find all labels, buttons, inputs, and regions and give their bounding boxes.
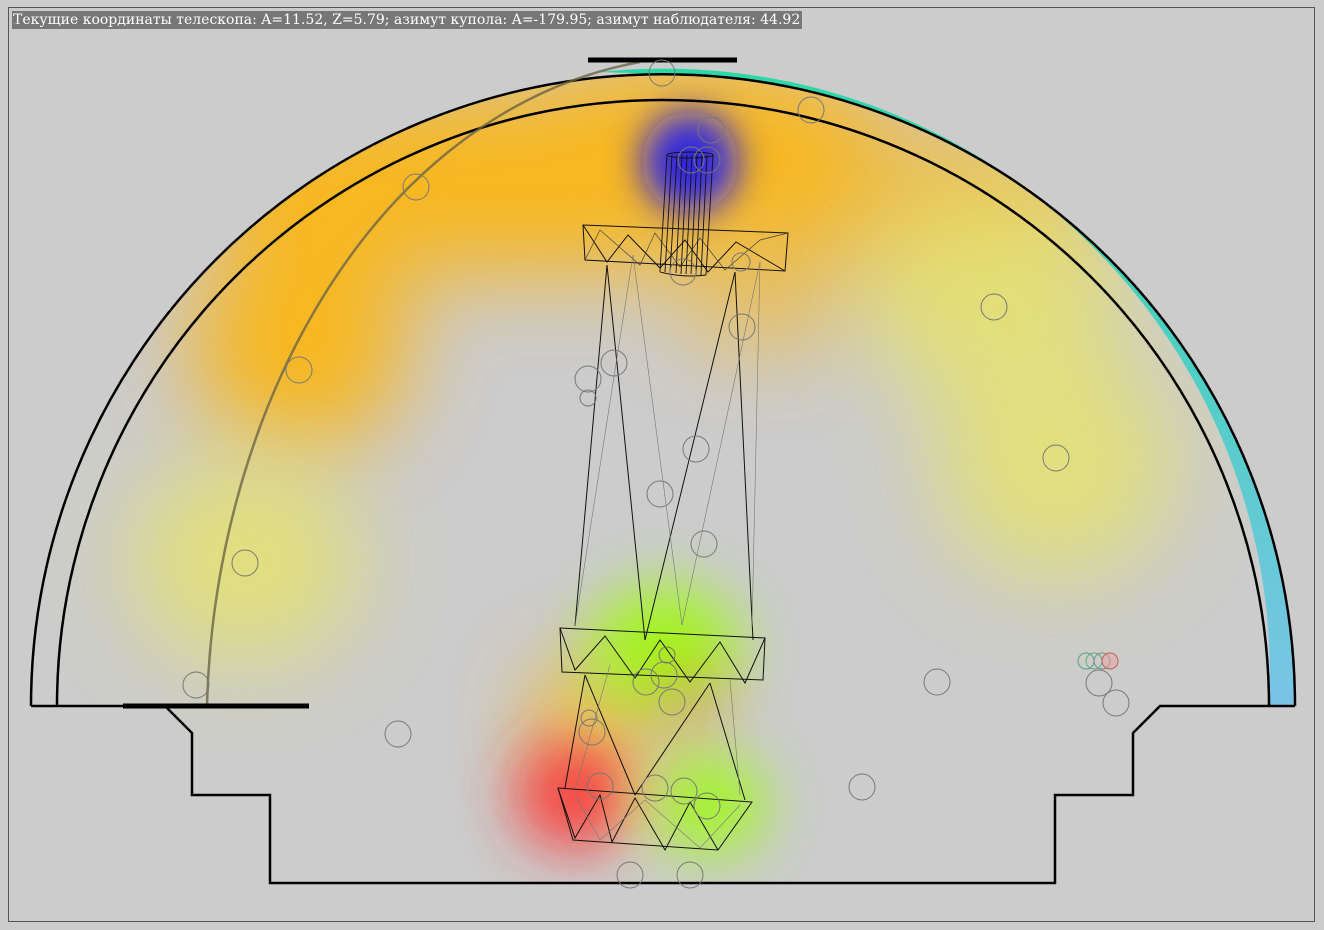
- shutter-arc: [205, 60, 641, 707]
- sensor-circle-icon[interactable]: [616, 861, 644, 889]
- sensor-circle-icon[interactable]: [579, 389, 597, 407]
- sensor-circle-icon[interactable]: [1085, 669, 1113, 697]
- telescope-wireframe-icon: [557, 151, 789, 852]
- heat-blob-red-small: [650, 665, 730, 735]
- sensor-circle-icon[interactable]: [797, 96, 825, 124]
- sensor-circle-icon[interactable]: [580, 709, 598, 727]
- sensor-circle-icon[interactable]: [384, 720, 412, 748]
- sensor-circle-icon[interactable]: [650, 661, 678, 689]
- sensor-circle-icon[interactable]: [231, 549, 259, 577]
- sensor-cluster: [1077, 652, 1119, 670]
- sensor-circle-icon[interactable]: [578, 718, 606, 746]
- telescope-status-label: Текущие координаты телескопа: A=11.52, Z…: [12, 11, 803, 29]
- sensor-circle-icon[interactable]: [923, 668, 951, 696]
- sensor-circle-icon[interactable]: [690, 530, 718, 558]
- sensor-circle-icon[interactable]: [728, 313, 756, 341]
- sensor-circle-icon[interactable]: [682, 435, 710, 463]
- sensor-circle-icon[interactable]: [676, 861, 704, 889]
- sensor-circle-icon[interactable]: [693, 792, 721, 820]
- sensor-circle-icon[interactable]: [980, 293, 1008, 321]
- sensor-circle-icon[interactable]: [600, 349, 628, 377]
- heat-blob-green-lower: [655, 755, 765, 855]
- sensor-circle-icon[interactable]: [1042, 444, 1070, 472]
- sensor-circle-icon[interactable]: [285, 356, 313, 384]
- sensor-circle-icon[interactable]: [658, 646, 676, 664]
- heat-yellow-group: [130, 190, 1175, 665]
- heat-blob-far-left: [130, 455, 360, 665]
- sensor-circle-icon[interactable]: [731, 252, 751, 272]
- sensor-circle-icon[interactable]: [669, 258, 697, 286]
- dome-outline: [29, 72, 1297, 885]
- sensor-circle-icon[interactable]: [697, 116, 725, 144]
- sensor-circle-icon[interactable]: [586, 772, 614, 800]
- heat-cold-group: [642, 112, 738, 212]
- sensor-circle-icon[interactable]: [402, 173, 430, 201]
- sensor-circle-icon[interactable]: [677, 146, 705, 174]
- heat-blob-left: [190, 230, 410, 450]
- sensor-circle-icon[interactable]: [693, 146, 721, 174]
- sensor-circle-icon[interactable]: [670, 777, 698, 805]
- sensor-circle-icon[interactable]: [574, 365, 602, 393]
- heat-blob-right-lower: [935, 340, 1175, 580]
- sensor-circle-icon[interactable]: [641, 774, 669, 802]
- sensor-circle-icon[interactable]: [1101, 652, 1119, 670]
- sensor-circle-icon[interactable]: [1102, 689, 1130, 717]
- sensor-circle-icon[interactable]: [646, 480, 674, 508]
- sensor-circle-icon[interactable]: [632, 668, 660, 696]
- heatmap-layer: [130, 74, 1175, 855]
- sensor-circle-icon[interactable]: [848, 773, 876, 801]
- sensor-circle-icon[interactable]: [182, 671, 210, 699]
- sensor-circle-icon[interactable]: [658, 688, 686, 716]
- heat-blob-blue: [642, 112, 738, 212]
- sensor-circle-icon[interactable]: [648, 59, 676, 87]
- sensor-group: [182, 59, 1130, 889]
- heat-blob-mid: [680, 270, 840, 350]
